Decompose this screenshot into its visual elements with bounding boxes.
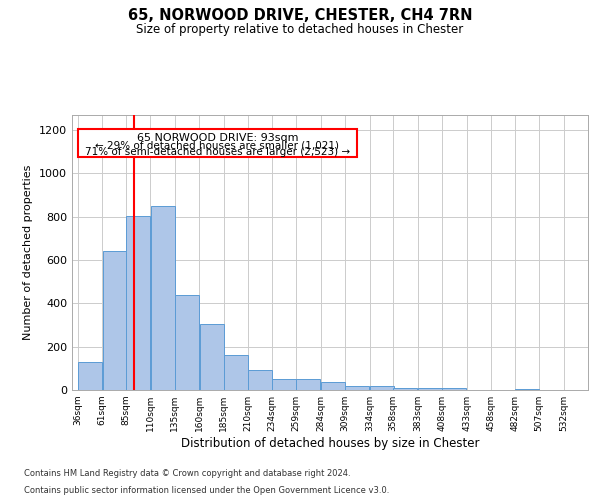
X-axis label: Distribution of detached houses by size in Chester: Distribution of detached houses by size … bbox=[181, 437, 479, 450]
Bar bbox=[418, 388, 442, 390]
Bar bbox=[151, 206, 175, 390]
Bar bbox=[248, 370, 272, 390]
Text: ← 29% of detached houses are smaller (1,021): ← 29% of detached houses are smaller (1,… bbox=[95, 140, 340, 150]
Bar bbox=[224, 356, 248, 390]
Bar bbox=[296, 379, 320, 390]
Text: Contains public sector information licensed under the Open Government Licence v3: Contains public sector information licen… bbox=[24, 486, 389, 495]
FancyBboxPatch shape bbox=[78, 129, 357, 157]
Bar bbox=[78, 362, 102, 390]
Text: 65 NORWOOD DRIVE: 93sqm: 65 NORWOOD DRIVE: 93sqm bbox=[137, 133, 298, 143]
Bar bbox=[515, 389, 539, 390]
Bar bbox=[394, 388, 418, 390]
Y-axis label: Number of detached properties: Number of detached properties bbox=[23, 165, 34, 340]
Bar bbox=[321, 382, 345, 390]
Bar bbox=[200, 324, 224, 390]
Bar bbox=[103, 252, 127, 390]
Bar bbox=[126, 216, 150, 390]
Bar bbox=[175, 294, 199, 390]
Text: Size of property relative to detached houses in Chester: Size of property relative to detached ho… bbox=[136, 22, 464, 36]
Text: 71% of semi-detached houses are larger (2,523) →: 71% of semi-detached houses are larger (… bbox=[85, 148, 350, 158]
Text: 65, NORWOOD DRIVE, CHESTER, CH4 7RN: 65, NORWOOD DRIVE, CHESTER, CH4 7RN bbox=[128, 8, 472, 22]
Bar bbox=[346, 386, 370, 390]
Bar bbox=[272, 379, 296, 390]
Text: Contains HM Land Registry data © Crown copyright and database right 2024.: Contains HM Land Registry data © Crown c… bbox=[24, 468, 350, 477]
Bar bbox=[442, 388, 466, 390]
Bar bbox=[370, 386, 394, 390]
